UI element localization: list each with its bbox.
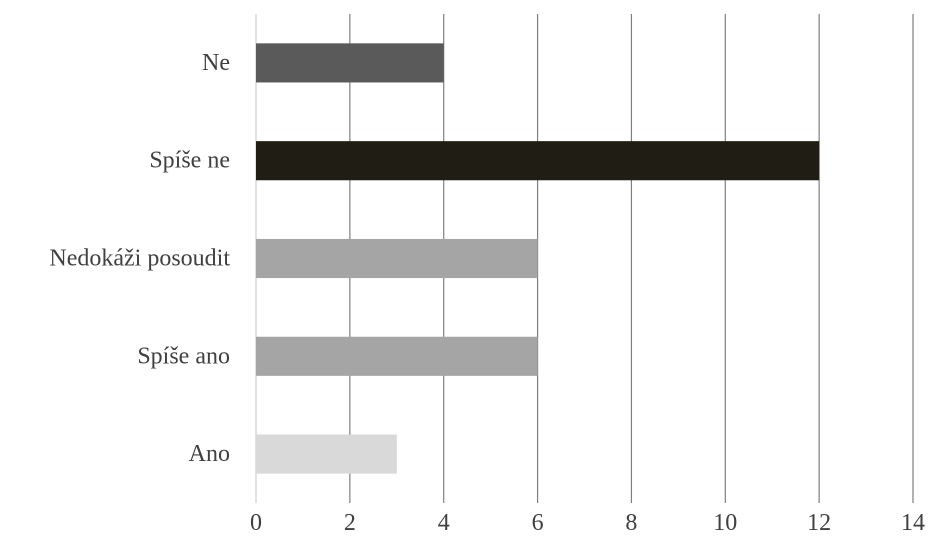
category-label-5: Ano	[189, 441, 230, 467]
x-tick-label-8: 8	[625, 510, 637, 536]
x-tick-label-12: 12	[807, 510, 831, 536]
bar-1	[256, 43, 444, 82]
category-label-4: Spíše ano	[137, 343, 230, 369]
x-tick-label-10: 10	[713, 510, 737, 536]
x-tick-label-2: 2	[344, 510, 356, 536]
category-labels: Ne Spíše ne Nedokáži posoudit Spíše ano Ano	[49, 50, 230, 467]
category-label-2: Spíše ne	[149, 148, 230, 174]
bar-5	[256, 435, 397, 474]
x-tick-labels: 0 2 4 6 8 10 12 14	[250, 510, 925, 536]
category-label-3: Nedokáži posoudit	[49, 246, 230, 272]
bar-3	[256, 239, 538, 278]
x-tick-label-6: 6	[532, 510, 544, 536]
bar-2	[256, 141, 819, 180]
x-tick-label-14: 14	[901, 510, 925, 536]
bar-4	[256, 337, 538, 376]
x-tick-label-4: 4	[438, 510, 450, 536]
x-tick-label-0: 0	[250, 510, 262, 536]
category-label-1: Ne	[202, 50, 230, 76]
